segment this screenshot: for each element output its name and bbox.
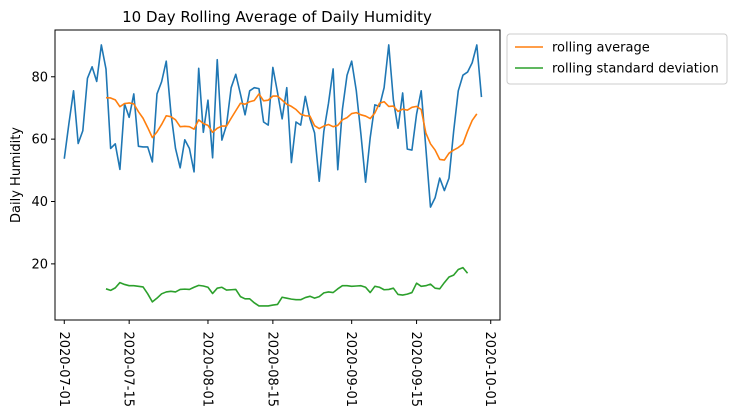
x-tick-label: 2020-08-01 <box>199 332 214 408</box>
axes: 20 40 60 80 2020-07-01 2020-07-15 2020-08-01 20… <box>31 29 501 408</box>
x-tick-label: 2020-07-15 <box>121 332 136 408</box>
x-tick-label: 2020-09-15 <box>408 332 423 408</box>
y-tick-label: 80 <box>31 70 48 85</box>
chart-title: 10 Day Rolling Average of Daily Humidity <box>122 8 432 26</box>
plot-frame <box>54 29 501 321</box>
y-tick-label: 20 <box>31 257 48 272</box>
x-tick-label: 2020-10-01 <box>482 332 497 408</box>
x-tick-label: 2020-08-15 <box>264 332 279 408</box>
series-line-rolling-average <box>105 93 478 161</box>
legend-label-rolling-standard-deviation: rolling standard deviation <box>552 62 719 77</box>
plot-area <box>63 44 483 307</box>
series-line-daily-values <box>63 44 483 208</box>
series-line-rolling-standard-deviation <box>105 266 469 307</box>
y-tick-label: 60 <box>31 133 48 148</box>
y-axis-label: Daily Humidity <box>9 127 24 223</box>
legend-label-rolling-average: rolling average <box>552 41 650 56</box>
legend-box <box>506 33 728 85</box>
x-tick-label: 2020-09-01 <box>343 332 358 408</box>
y-tick-label: 40 <box>31 195 48 210</box>
x-tick-label: 2020-07-01 <box>56 332 71 408</box>
legend: rolling average rolling standard deviatio… <box>506 33 728 85</box>
